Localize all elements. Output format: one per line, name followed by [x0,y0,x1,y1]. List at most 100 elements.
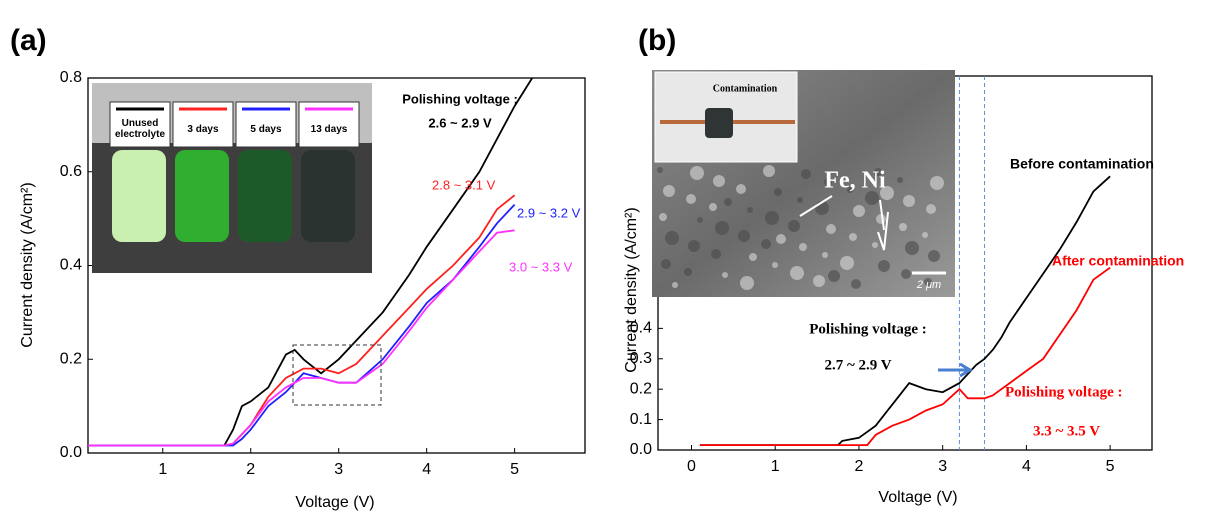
sem-grain [880,186,894,200]
y-axis-title: Current density (A/cm²) [19,182,36,347]
inset-label: Fe, Ni [824,168,886,194]
y-tick-label: 0.6 [60,163,82,180]
sem-grain [736,184,746,194]
x-tick-label: 5 [1106,458,1115,475]
sem-grain [686,194,696,204]
annotation: 2.8 ~ 3.1 V [432,177,496,192]
y-tick-label: 0.0 [630,441,652,458]
sem-grain [724,198,732,206]
inset-label: 2 μm [916,279,941,291]
annotation: 2.6 ~ 2.9 V [428,115,492,130]
x-tick-label: 4 [422,461,431,478]
sem-grain [661,259,671,269]
inset-label: Contamination [713,83,778,94]
x-tick-label: 0 [687,458,696,475]
legend-label: 3 days [187,123,219,135]
sem-grain [876,214,886,224]
sem-grain [797,197,803,203]
annotation: 2.7 ~ 2.9 V [824,357,891,373]
annotation: 2.9 ~ 3.2 V [517,205,581,220]
x-axis-title: Voltage (V) [295,494,374,511]
x-tick-label: 3 [938,458,947,475]
sem-grain [697,217,703,223]
y-tick-label: 0.4 [60,257,82,274]
sem-grain [722,272,728,278]
sem-grain [897,177,903,183]
sem-grain [659,213,667,221]
sem-grain [799,243,807,251]
sem-grain [690,166,704,180]
zoom-box [292,344,382,406]
series-line [699,175,1111,446]
series-line [88,229,515,447]
x-tick-label: 1 [771,458,780,475]
sem-grain [928,250,940,262]
x-tick-label: 4 [1022,458,1031,475]
y-tick-label: 0.2 [630,380,652,397]
sem-grain [824,178,832,186]
bottle [175,150,229,242]
legend-item: 13 days [310,123,348,135]
annotation: Polishing voltage : [809,321,927,337]
sem-grain [813,275,825,287]
sem-grain [738,230,750,242]
annotation: 3.3 ~ 3.5 V [1033,423,1100,439]
sem-grain [822,252,828,258]
sem-grain [903,195,915,207]
x-tick-label: 5 [510,461,519,478]
sem-grain [740,276,754,290]
sem-grain [688,240,700,252]
sem-grain [749,253,757,261]
y-tick-label: 0.0 [60,444,82,461]
sem-grain [851,279,861,289]
sem-grain [840,256,854,270]
series-label: After contamination [1052,253,1184,269]
sem-grain [865,191,879,205]
sem-grain [905,241,919,255]
sem-grain [926,204,936,214]
legend-label: 13 days [310,123,348,135]
arrow [799,195,885,231]
sem-grain [657,167,663,173]
sem-grain [872,242,878,248]
bottle [301,150,355,242]
panel-label: (b) [638,24,676,57]
legend-item: Unused electrolyte [114,118,166,140]
sem-grain [790,266,804,280]
sem-grain [930,176,944,190]
x-tick-label: 2 [246,461,255,478]
annotation: Polishing voltage : [402,91,518,106]
sem-grain [747,207,753,213]
sem-grain [899,223,907,231]
sem-grain [765,211,779,225]
sem-grain [826,224,836,234]
sem-grain [715,221,729,235]
sem-grain [776,234,786,244]
legend-item: 5 days [250,123,282,135]
series-line [88,77,533,447]
legend-label: Unused electrolyte [114,118,166,140]
sem-grain [663,185,675,197]
y-tick-label: 0.1 [630,411,652,428]
annotation: 3.0 ~ 3.3 V [509,259,573,274]
x-tick-label: 1 [158,461,167,478]
sem-grain [828,270,840,282]
sem-grain [901,269,911,279]
sem-grain [801,169,811,179]
sem-grain [774,188,782,196]
sem-grain [924,278,932,286]
bottle [238,150,292,242]
sem-grain [713,175,725,187]
sem-grain [672,282,678,288]
sem-grain [684,268,692,276]
sem-grain [665,231,679,245]
sem-grain [772,262,778,268]
shift-arrow [938,362,973,378]
annotation: Polishing voltage : [1005,384,1123,400]
sem-grain [711,249,721,259]
sem-grain [874,168,882,176]
sem-grain [849,233,857,241]
legend-label: 5 days [250,123,282,135]
